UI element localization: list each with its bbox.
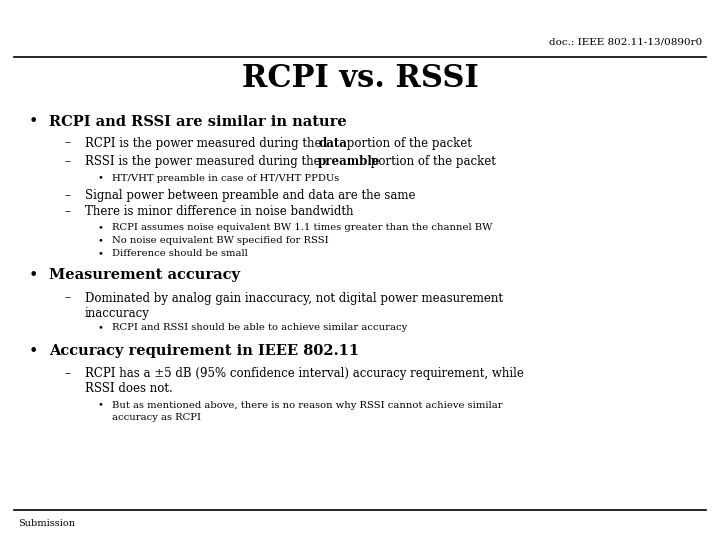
Text: •: • <box>97 249 103 258</box>
Text: •: • <box>29 113 38 130</box>
Text: preamble: preamble <box>318 156 381 168</box>
Text: portion of the packet: portion of the packet <box>343 137 472 150</box>
Text: •: • <box>29 342 38 360</box>
Text: RSSI is the power measured during the: RSSI is the power measured during the <box>85 156 324 168</box>
Text: data: data <box>318 137 347 150</box>
Text: Difference should be small: Difference should be small <box>112 249 248 258</box>
Text: RSSI does not.: RSSI does not. <box>85 382 173 395</box>
Text: •: • <box>97 401 103 409</box>
Text: No noise equivalent BW specified for RSSI: No noise equivalent BW specified for RSS… <box>112 237 328 245</box>
Text: RCPI and RSSI should be able to achieve similar accuracy: RCPI and RSSI should be able to achieve … <box>112 323 407 332</box>
Text: •: • <box>97 323 103 332</box>
Text: There is minor difference in noise bandwidth: There is minor difference in noise bandw… <box>85 205 354 218</box>
Text: Signal power between preamble and data are the same: Signal power between preamble and data a… <box>85 189 415 202</box>
Text: Measurement accuracy: Measurement accuracy <box>49 268 240 282</box>
Text: –: – <box>65 189 71 202</box>
Text: –: – <box>65 137 71 150</box>
Text: RCPI assumes noise equivalent BW 1.1 times greater than the channel BW: RCPI assumes noise equivalent BW 1.1 tim… <box>112 224 492 232</box>
Text: •: • <box>97 174 103 183</box>
Text: accuracy as RCPI: accuracy as RCPI <box>112 414 201 422</box>
Text: RCPI has a ±5 dB (95% confidence interval) accuracy requirement, while: RCPI has a ±5 dB (95% confidence interva… <box>85 367 524 380</box>
Text: –: – <box>65 156 71 168</box>
Text: doc.: IEEE 802.11-13/0890r0: doc.: IEEE 802.11-13/0890r0 <box>549 37 702 46</box>
Text: But as mentioned above, there is no reason why RSSI cannot achieve similar: But as mentioned above, there is no reas… <box>112 401 503 409</box>
Text: RCPI is the power measured during the: RCPI is the power measured during the <box>85 137 325 150</box>
Text: Dominated by analog gain inaccuracy, not digital power measurement: Dominated by analog gain inaccuracy, not… <box>85 292 503 305</box>
Text: portion of the packet: portion of the packet <box>367 156 496 168</box>
Text: •: • <box>97 237 103 245</box>
Text: HT/VHT preamble in case of HT/VHT PPDUs: HT/VHT preamble in case of HT/VHT PPDUs <box>112 174 339 183</box>
Text: Submission: Submission <box>18 519 75 528</box>
Text: Accuracy requirement in IEEE 802.11: Accuracy requirement in IEEE 802.11 <box>49 344 359 358</box>
Text: –: – <box>65 292 71 305</box>
Text: inaccuracy: inaccuracy <box>85 307 150 320</box>
Text: •: • <box>29 267 38 284</box>
Text: –: – <box>65 367 71 380</box>
Text: –: – <box>65 205 71 218</box>
Text: RCPI and RSSI are similar in nature: RCPI and RSSI are similar in nature <box>49 114 347 129</box>
Text: •: • <box>97 224 103 232</box>
Text: RCPI vs. RSSI: RCPI vs. RSSI <box>242 63 478 94</box>
